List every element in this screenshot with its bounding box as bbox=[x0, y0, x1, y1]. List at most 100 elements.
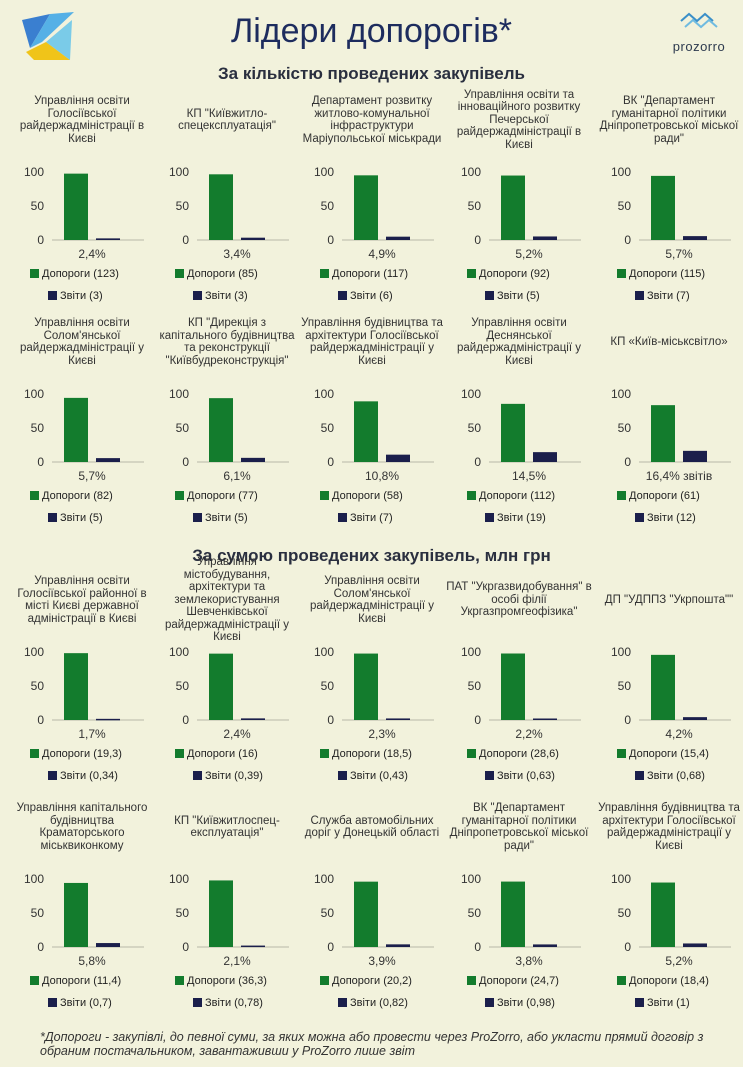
y-tick-label: 50 bbox=[618, 199, 632, 213]
bar-dopor bbox=[651, 405, 675, 462]
bar-zvity bbox=[241, 457, 265, 462]
legend-label: Допороги (24,7) bbox=[479, 975, 559, 987]
legend-swatch bbox=[485, 998, 494, 1007]
legend-item-dopor: Допороги (82) bbox=[30, 490, 113, 502]
legend-item-zvity: Звіти (7) bbox=[338, 512, 393, 524]
legend-item-zvity: Звіти (0,82) bbox=[338, 997, 408, 1009]
y-tick-label: 50 bbox=[176, 199, 190, 213]
legend-item-dopor: Допороги (24,7) bbox=[467, 975, 559, 987]
bar-zvity bbox=[683, 717, 707, 720]
y-tick-label: 0 bbox=[182, 713, 189, 727]
legend-item-zvity: Звіти (5) bbox=[48, 512, 103, 524]
y-tick-label: 100 bbox=[461, 165, 481, 179]
legend-swatch bbox=[193, 291, 202, 300]
legend-item-dopor: Допороги (19,3) bbox=[30, 748, 122, 760]
share-label: 4,2% bbox=[665, 727, 693, 741]
legend-label: Допороги (123) bbox=[42, 268, 119, 280]
bar-zvity bbox=[683, 943, 707, 947]
legend-label: Звіти (19) bbox=[497, 512, 546, 524]
share-label: 1,7% bbox=[78, 727, 106, 741]
legend-label: Допороги (58) bbox=[332, 490, 403, 502]
bar-zvity bbox=[386, 454, 410, 462]
y-tick-label: 0 bbox=[327, 713, 334, 727]
bar-chart: 0 50 100 2,4% bbox=[24, 165, 144, 261]
y-tick-label: 0 bbox=[37, 940, 44, 954]
legend-swatch bbox=[338, 998, 347, 1007]
legend-label: Звіти (3) bbox=[60, 290, 103, 302]
share-label: 3,8% bbox=[515, 954, 543, 968]
legend-label: Допороги (82) bbox=[42, 490, 113, 502]
chart-panel: Служба автомобільних доріг у Донецькій о… bbox=[298, 795, 446, 1035]
legend-label: Звіти (0,43) bbox=[350, 770, 408, 782]
header: Лідери допорогів* prozorro bbox=[0, 0, 743, 60]
bar-zvity bbox=[386, 718, 410, 720]
legend-item-dopor: Допороги (18,5) bbox=[320, 748, 412, 760]
bar-chart: 0 50 100 10,8% bbox=[314, 387, 434, 483]
legend-swatch bbox=[175, 491, 184, 500]
chart-title: Управління освіти Деснянської райдержадм… bbox=[457, 317, 581, 367]
y-tick-label: 0 bbox=[327, 940, 334, 954]
prozorro-mark-icon bbox=[680, 12, 718, 29]
bar-zvity bbox=[386, 944, 410, 947]
y-tick-label: 0 bbox=[624, 233, 631, 247]
legend-item-dopor: Допороги (28,6) bbox=[467, 748, 559, 760]
chart-title: КП «Київ-міськсвітло» bbox=[610, 335, 728, 348]
chart-title: ВК "Департамент гуманітарної політики Дн… bbox=[599, 95, 739, 145]
chart-panel: ДП "УДППЗ "Укрпошта"" 0 50 100 4,2% Допороги … bbox=[595, 568, 743, 808]
legend-item-dopor: Допороги (36,3) bbox=[175, 975, 267, 987]
legend-item-dopor: Допороги (115) bbox=[617, 268, 705, 280]
share-label: 3,4% bbox=[223, 247, 251, 261]
legend-label: Звіти (12) bbox=[647, 512, 696, 524]
chart-panel: КП "Київжитлоспец-експлуатація" 0 50 100 2,1… bbox=[153, 795, 301, 1035]
bar-dopor bbox=[64, 397, 88, 462]
legend-swatch bbox=[338, 291, 347, 300]
y-tick-label: 50 bbox=[468, 906, 482, 920]
legend-label: Допороги (117) bbox=[332, 268, 409, 280]
y-tick-label: 50 bbox=[176, 906, 190, 920]
share-label: 2,3% bbox=[368, 727, 396, 741]
legend-label: Звіти (5) bbox=[205, 512, 248, 524]
bar-dopor bbox=[64, 173, 88, 240]
legend-swatch bbox=[320, 269, 329, 278]
chart-title: Управління будівництва та архітектури Го… bbox=[598, 802, 740, 852]
chart-title: Управління освіти Голосіївської райдержа… bbox=[19, 95, 145, 145]
legend-label: Звіти (5) bbox=[60, 512, 103, 524]
legend-label: Звіти (7) bbox=[350, 512, 393, 524]
legend-swatch bbox=[175, 269, 184, 278]
bar-chart: 0 50 100 3,8% bbox=[461, 872, 581, 968]
y-tick-label: 0 bbox=[37, 713, 44, 727]
brand-name: prozorro bbox=[672, 39, 726, 54]
share-label: 5,8% bbox=[78, 954, 106, 968]
legend-swatch bbox=[30, 491, 39, 500]
legend-label: Звіти (3) bbox=[205, 290, 248, 302]
section-title-sum: За сумою проведених закупівель, млн грн bbox=[192, 546, 551, 565]
legend-item-dopor: Допороги (20,2) bbox=[320, 975, 412, 987]
share-label: 6,1% bbox=[223, 469, 251, 483]
bar-dopor bbox=[501, 403, 525, 462]
legend-item-zvity: Звіти (5) bbox=[485, 290, 540, 302]
legend-label: Допороги (16) bbox=[187, 748, 258, 760]
bar-dopor bbox=[354, 653, 378, 720]
legend-item-zvity: Звіти (0,63) bbox=[485, 770, 555, 782]
share-label: 16,4% звітів bbox=[646, 469, 712, 483]
y-tick-label: 50 bbox=[618, 421, 632, 435]
legend-item-zvity: Звіти (3) bbox=[193, 290, 248, 302]
bar-dopor bbox=[209, 174, 233, 240]
chart-panel: Департамент розвитку житлово-комунальної… bbox=[298, 88, 446, 328]
y-tick-label: 50 bbox=[321, 199, 335, 213]
y-tick-label: 0 bbox=[182, 233, 189, 247]
bar-chart: 0 50 100 5,7% bbox=[611, 165, 731, 261]
bar-dopor bbox=[354, 881, 378, 947]
legend-swatch bbox=[485, 291, 494, 300]
chart-panel: Управління освіти Голосіївської райдержа… bbox=[8, 88, 156, 328]
chart-panel: Управління освіти Солом'янської райдержа… bbox=[298, 568, 446, 808]
y-tick-label: 50 bbox=[176, 679, 190, 693]
legend-swatch bbox=[617, 976, 626, 985]
page-title: Лідери допорогів* bbox=[230, 12, 513, 50]
bar-chart: 0 50 100 2,2% bbox=[461, 645, 581, 741]
bar-chart: 0 50 100 3,4% bbox=[169, 165, 289, 261]
bar-zvity bbox=[533, 452, 557, 462]
y-tick-label: 100 bbox=[314, 387, 334, 401]
brand-logo-icon bbox=[20, 12, 78, 62]
legend-label: Допороги (112) bbox=[479, 490, 556, 502]
